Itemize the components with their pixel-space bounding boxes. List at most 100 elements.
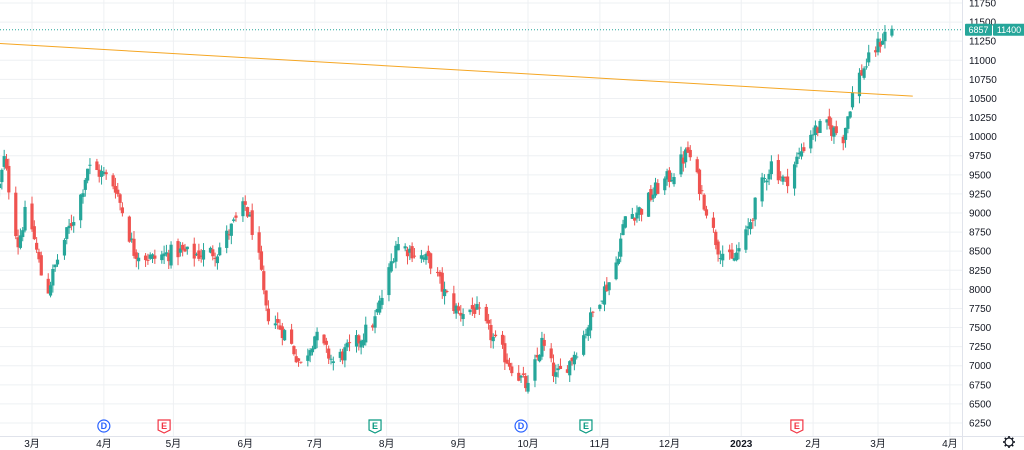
dividend-marker[interactable]: D [514,419,528,433]
candle-body [517,372,521,381]
candle-body [299,361,303,363]
candle-up [848,110,852,119]
candle-body [37,251,41,260]
candle-up [846,116,850,134]
candle-down [841,134,845,151]
candle-down [700,185,704,195]
candle-up [809,130,813,154]
candle-body [257,232,261,253]
candle-body [345,342,349,348]
earnings-marker[interactable]: E [790,419,804,434]
candle-down [440,267,444,299]
candle-body [234,215,238,218]
candle-up [2,149,6,170]
earnings-marker[interactable]: E [579,419,593,434]
price-axis[interactable]: 6250 6500 6750 7000 7250 7500 7750 8000 8250 8500… [969,0,997,430]
price-tick-label: 11500 [969,18,997,29]
candle-up [818,119,822,133]
candle-body [487,319,491,324]
candle-body [143,255,148,261]
candle-up [843,127,848,148]
candle-up [218,242,222,257]
candle-body [194,254,199,256]
candle-up [684,147,688,168]
time-axis[interactable]: 3月 4月 5月 6月 7月 8月 9月 10月 11月 12月 2023 2月 3月 4月 [24,438,957,450]
candle-up [767,169,771,186]
candle-body [229,223,233,236]
earnings-marker[interactable]: E [157,419,171,434]
price-tick-label: 7250 [969,342,992,353]
candle-body [241,201,245,217]
time-tick-label: 2023 [730,439,753,450]
candle-down [132,231,136,259]
candle-up [331,356,335,371]
candle-body [452,293,456,312]
candle-body [424,253,428,260]
candle-up [72,216,76,233]
candle-body [623,216,627,228]
candle-down [243,195,247,211]
earnings-marker[interactable]: E [368,419,382,434]
price-tick-label: 8750 [969,228,992,239]
candle-body [688,149,692,158]
candle-up [364,316,368,346]
candle-body [459,312,463,316]
candle-up [665,168,669,186]
candle-body [524,375,528,389]
candle-body [751,219,755,221]
trendline [0,42,913,97]
earnings-marker-shape [579,419,593,434]
candle-up [345,339,349,351]
candle-body [570,357,574,362]
candle-body [493,334,498,337]
candle-up [0,168,4,190]
candle-body [728,249,732,253]
candle-body [575,356,579,358]
candle-up [746,218,750,236]
candle-down [591,310,595,318]
candle-up [621,219,625,236]
candle-down [779,171,783,182]
candle-body [391,261,396,263]
candle-body [429,253,433,269]
candle-up [329,354,333,365]
candle-body [81,193,85,197]
candle-body [616,258,621,264]
candle-down [213,252,217,267]
candle-body [364,324,368,343]
candle-down [278,319,282,331]
candle-up [102,166,106,177]
trendline-layer[interactable] [0,42,913,97]
candle-up [225,225,229,254]
candle-up [403,243,407,252]
candle-body [584,333,588,335]
time-tick-label: 8月 [379,438,395,450]
candle-up [732,252,736,262]
settings-gear-icon[interactable] [1003,436,1015,448]
gear-icon[interactable] [1003,436,1015,448]
time-tick-label: 2月 [805,438,821,450]
candle-body [505,359,509,364]
candle-down [524,372,528,392]
candle-body [686,147,690,153]
price-tick-label: 8500 [969,247,992,258]
candle-up [164,244,169,257]
candle-down [347,334,352,352]
candle-body [874,50,878,53]
candle-body [568,361,572,376]
candle-down [296,357,301,367]
price-tick-label: 8000 [969,285,992,296]
candle-body [582,335,586,355]
candle-body [667,170,671,182]
candle-body [554,372,558,377]
candle-body [716,241,720,255]
candle-up [857,68,862,104]
candle-body [99,170,104,177]
candlestick-series [0,25,894,394]
candle-down [702,193,706,212]
dividend-marker[interactable]: D [97,419,111,433]
